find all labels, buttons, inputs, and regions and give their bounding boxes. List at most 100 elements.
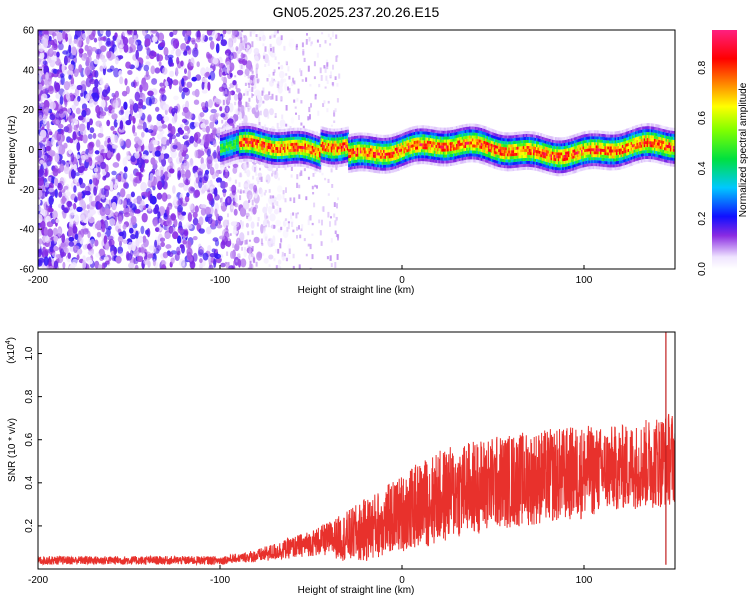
spectrogram-cell — [152, 258, 156, 267]
spectrogram-cell — [183, 50, 188, 56]
spectrogram-cell — [227, 91, 233, 96]
spectrogram-cell — [247, 140, 250, 144]
spectrogram-cell — [117, 215, 123, 224]
spectrogram-cell — [269, 155, 272, 159]
spectrogram-cell — [156, 54, 164, 62]
spectrogram-cell — [99, 207, 106, 216]
spectrogram-cell — [98, 39, 103, 49]
spectrogram-cell — [307, 153, 310, 157]
spectrogram-cell — [352, 136, 355, 140]
spectrogram-cell — [412, 162, 415, 166]
spectrogram-cell — [297, 133, 300, 137]
spectrogram-cell — [208, 99, 213, 108]
spectrogram-cell — [275, 159, 278, 162]
spectrogram-cell — [287, 223, 290, 230]
spectrogram-cell — [337, 134, 341, 138]
spectrogram-cell — [410, 156, 413, 160]
spectrogram-cell — [241, 58, 248, 66]
spectrogram-cell — [67, 107, 72, 114]
spectrogram-cell — [425, 128, 428, 132]
spectrogram-cell — [184, 125, 190, 131]
spectrogram-cell — [251, 70, 254, 74]
spectrogram-cell — [330, 238, 333, 243]
spectrogram-cell — [450, 136, 453, 140]
spectrogram-cell — [240, 132, 243, 136]
spectrogram-cell — [323, 136, 326, 140]
spectrogram-cell — [269, 108, 274, 116]
spectrogram-cell — [243, 143, 246, 147]
spectrogram-cell — [198, 150, 205, 157]
spectrogram-cell — [57, 123, 64, 129]
spectrogram-cell — [237, 129, 240, 133]
spectrogram-cell — [263, 129, 266, 133]
spectrogram-cell — [234, 179, 237, 184]
spectrogram-cell — [43, 256, 49, 267]
spectrogram-cell — [403, 144, 406, 148]
spectrogram-cell — [100, 125, 104, 134]
spectrogram-cell — [224, 139, 227, 143]
spectrogram-cell — [166, 139, 170, 146]
spectrogram-cell — [262, 138, 265, 142]
spectrogram-cell — [340, 142, 343, 146]
spectrogram-cell — [266, 130, 269, 134]
spectrogram-cell — [399, 143, 402, 147]
spectrogram-cell — [234, 142, 237, 146]
spectrogram-cell — [423, 161, 426, 165]
spectrogram-cell — [323, 163, 326, 166]
spectrogram-cell — [135, 76, 139, 83]
spectrogram-cell — [429, 129, 432, 133]
spectrogram-cell — [262, 43, 265, 47]
spectrogram-cell — [370, 166, 373, 170]
spectrogram-cell — [365, 150, 368, 154]
spectrogram-cell — [380, 167, 383, 171]
spectrogram-cell — [233, 208, 238, 216]
spectrogram-cell — [295, 154, 298, 158]
spectrogram-cell — [303, 164, 306, 168]
spectrogram-cell — [141, 93, 146, 103]
spectrogram-cell — [272, 137, 275, 141]
spectrogram-cell — [227, 67, 230, 71]
spectrogram-cell — [377, 140, 380, 144]
spectrogram-cell — [135, 230, 139, 239]
spectrogram-cell — [339, 137, 342, 141]
spectrogram-cell — [340, 130, 343, 134]
spectrogram-cell — [330, 143, 333, 147]
spectrogram-cell — [278, 150, 281, 154]
spectrogram-cell — [266, 160, 269, 164]
spectrogram-cell — [247, 134, 250, 138]
spectrogram-cell — [330, 128, 333, 132]
spectrogram-cell — [445, 145, 448, 149]
spectrogram-cell — [418, 161, 421, 165]
spectrogram-cell — [445, 127, 448, 131]
spectrogram-cell — [444, 151, 447, 155]
spectrogram-cell — [397, 161, 400, 165]
spectrogram-cell — [339, 152, 342, 155]
spectrogram-cell — [220, 113, 226, 118]
spectrogram-cell — [426, 143, 429, 147]
spectrogram-cell — [415, 146, 418, 150]
spectrogram-cell — [247, 131, 250, 135]
spectrogram-cell — [180, 43, 187, 51]
spectrogram-cell — [285, 155, 288, 159]
spectrogram-cell — [451, 144, 454, 148]
spectrogram-cell — [349, 166, 352, 170]
spectrogram-cell — [312, 192, 315, 195]
spectrogram-cell — [410, 132, 413, 136]
spectrogram-cell — [248, 62, 252, 71]
spectrogram-cell — [295, 160, 298, 164]
spectrogram-cell — [184, 195, 190, 203]
spectrogram-cell — [233, 154, 236, 158]
spectrogram-cell — [243, 35, 246, 38]
spectrogram-cell — [243, 114, 248, 125]
spectrogram-cell — [251, 246, 254, 252]
spectrogram-cell — [233, 130, 236, 134]
spectrogram-cell — [381, 170, 384, 174]
spectrogram-cell — [272, 146, 275, 150]
spectrogram-cell — [256, 133, 259, 137]
spectrogram-cell — [284, 198, 287, 203]
spectrogram-cell — [279, 156, 282, 159]
spectrogram-cell — [45, 107, 50, 113]
spectrogram-cell — [265, 151, 268, 155]
spectrogram-cell — [240, 156, 243, 159]
spectrogram-cell — [367, 162, 370, 166]
